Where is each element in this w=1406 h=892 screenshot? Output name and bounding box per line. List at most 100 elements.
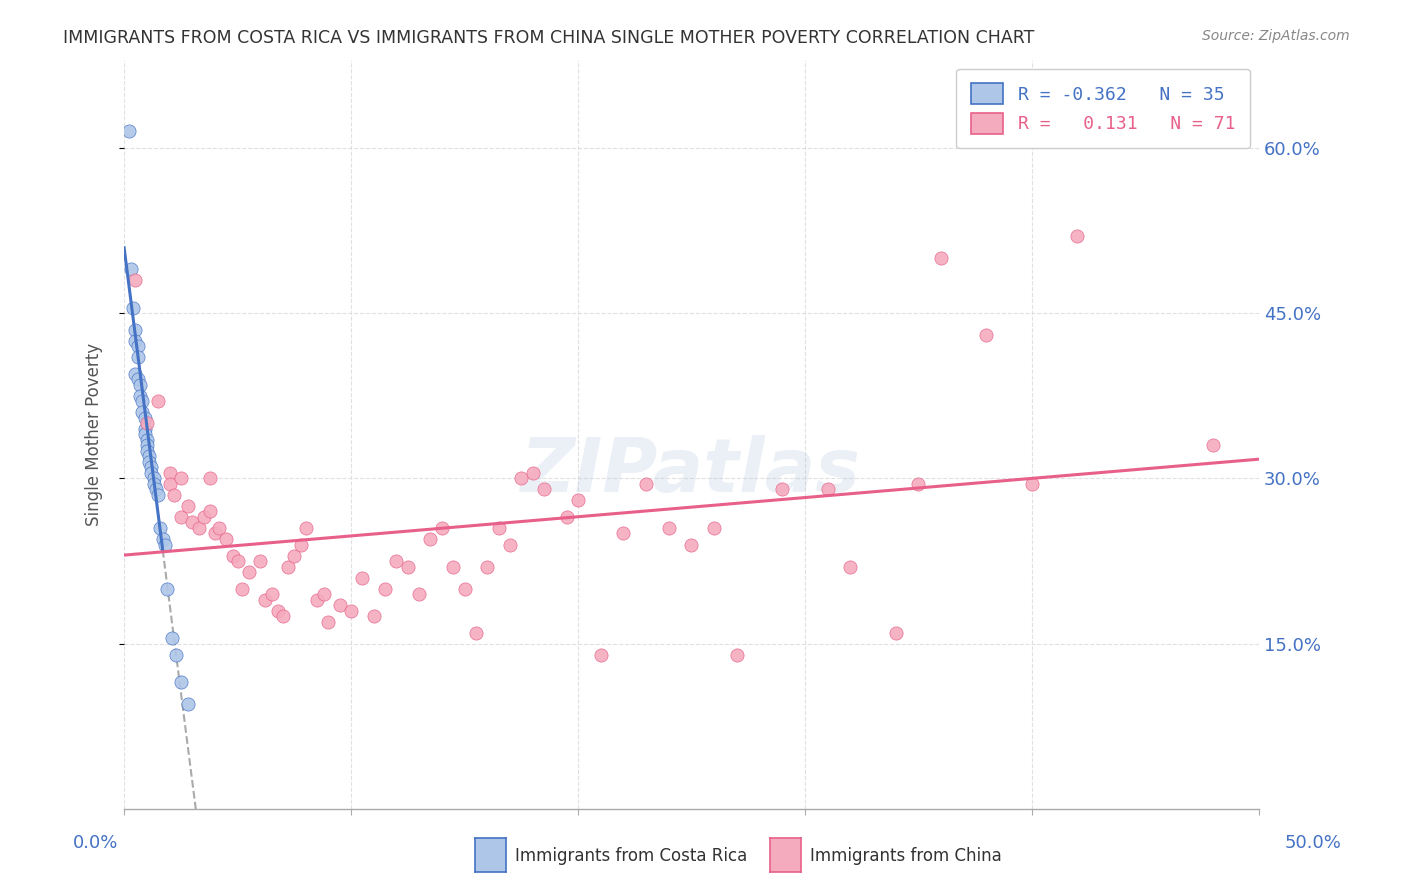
Point — [170, 510, 193, 524]
Point — [340, 604, 363, 618]
Point — [329, 598, 352, 612]
Point — [477, 559, 499, 574]
Point — [149, 521, 172, 535]
Point — [305, 592, 328, 607]
Point — [146, 394, 169, 409]
Point — [271, 609, 294, 624]
Point — [312, 587, 335, 601]
Point — [181, 516, 204, 530]
Point — [146, 488, 169, 502]
Point — [226, 554, 249, 568]
Point — [124, 367, 146, 381]
Point — [163, 488, 186, 502]
Point — [770, 483, 793, 497]
Point — [141, 466, 163, 480]
Point — [134, 410, 156, 425]
Point — [929, 251, 952, 265]
Point — [352, 571, 374, 585]
Point — [131, 405, 153, 419]
Point — [129, 389, 152, 403]
Point — [159, 466, 181, 480]
Point — [152, 532, 174, 546]
Point — [385, 554, 408, 568]
Point — [127, 350, 149, 364]
Point — [231, 582, 253, 596]
Point — [129, 377, 152, 392]
Text: Immigrants from China: Immigrants from China — [810, 847, 1001, 865]
Point — [884, 625, 907, 640]
Point — [222, 549, 245, 563]
Point — [396, 559, 419, 574]
Point — [215, 532, 238, 546]
Point — [238, 565, 260, 579]
Point — [464, 625, 486, 640]
Point — [134, 427, 156, 442]
Point — [1066, 228, 1088, 243]
Point — [120, 262, 142, 277]
Point — [138, 455, 160, 469]
Point — [135, 433, 157, 447]
Point — [589, 648, 612, 662]
Point — [907, 476, 929, 491]
Text: Immigrants from Costa Rica: Immigrants from Costa Rica — [515, 847, 747, 865]
Text: Source: ZipAtlas.com: Source: ZipAtlas.com — [1202, 29, 1350, 43]
Point — [135, 417, 157, 431]
Point — [658, 521, 681, 535]
Point — [253, 592, 276, 607]
Point — [488, 521, 510, 535]
Point — [176, 499, 198, 513]
Text: ZIPatlas: ZIPatlas — [522, 435, 862, 508]
Point — [127, 372, 149, 386]
Point — [142, 476, 165, 491]
Point — [408, 587, 430, 601]
Point — [703, 521, 725, 535]
Point — [510, 471, 533, 485]
Point — [839, 559, 862, 574]
Point — [249, 554, 271, 568]
Point — [681, 537, 703, 551]
Point — [141, 460, 163, 475]
Point — [159, 476, 181, 491]
Point — [200, 471, 222, 485]
Y-axis label: Single Mother Poverty: Single Mother Poverty — [86, 343, 103, 526]
Point — [430, 521, 453, 535]
Point — [188, 521, 211, 535]
Point — [170, 471, 193, 485]
Text: 50.0%: 50.0% — [1285, 834, 1341, 852]
Point — [134, 422, 156, 436]
Text: IMMIGRANTS FROM COSTA RICA VS IMMIGRANTS FROM CHINA SINGLE MOTHER POVERTY CORREL: IMMIGRANTS FROM COSTA RICA VS IMMIGRANTS… — [63, 29, 1035, 46]
Point — [533, 483, 555, 497]
Point — [555, 510, 578, 524]
Point — [122, 301, 145, 315]
Point — [153, 537, 176, 551]
Point — [200, 504, 222, 518]
Legend: R = -0.362   N = 35, R =   0.131   N = 71: R = -0.362 N = 35, R = 0.131 N = 71 — [956, 69, 1250, 148]
Point — [204, 526, 226, 541]
Point — [522, 466, 544, 480]
Point — [135, 443, 157, 458]
Point — [142, 471, 165, 485]
Point — [131, 394, 153, 409]
Point — [138, 450, 160, 464]
Point — [374, 582, 396, 596]
Point — [208, 521, 231, 535]
Point — [170, 675, 193, 690]
Point — [290, 537, 312, 551]
Point — [127, 339, 149, 353]
Point — [634, 476, 657, 491]
Point — [124, 273, 146, 287]
Point — [499, 537, 522, 551]
Point — [1021, 476, 1043, 491]
Point — [145, 483, 167, 497]
Point — [124, 323, 146, 337]
Point — [193, 510, 215, 524]
Point — [567, 493, 589, 508]
Point — [976, 328, 998, 343]
Text: 0.0%: 0.0% — [73, 834, 118, 852]
Point — [165, 648, 187, 662]
Point — [363, 609, 385, 624]
Point — [276, 559, 298, 574]
Point — [612, 526, 634, 541]
Point — [124, 334, 146, 348]
Point — [817, 483, 839, 497]
